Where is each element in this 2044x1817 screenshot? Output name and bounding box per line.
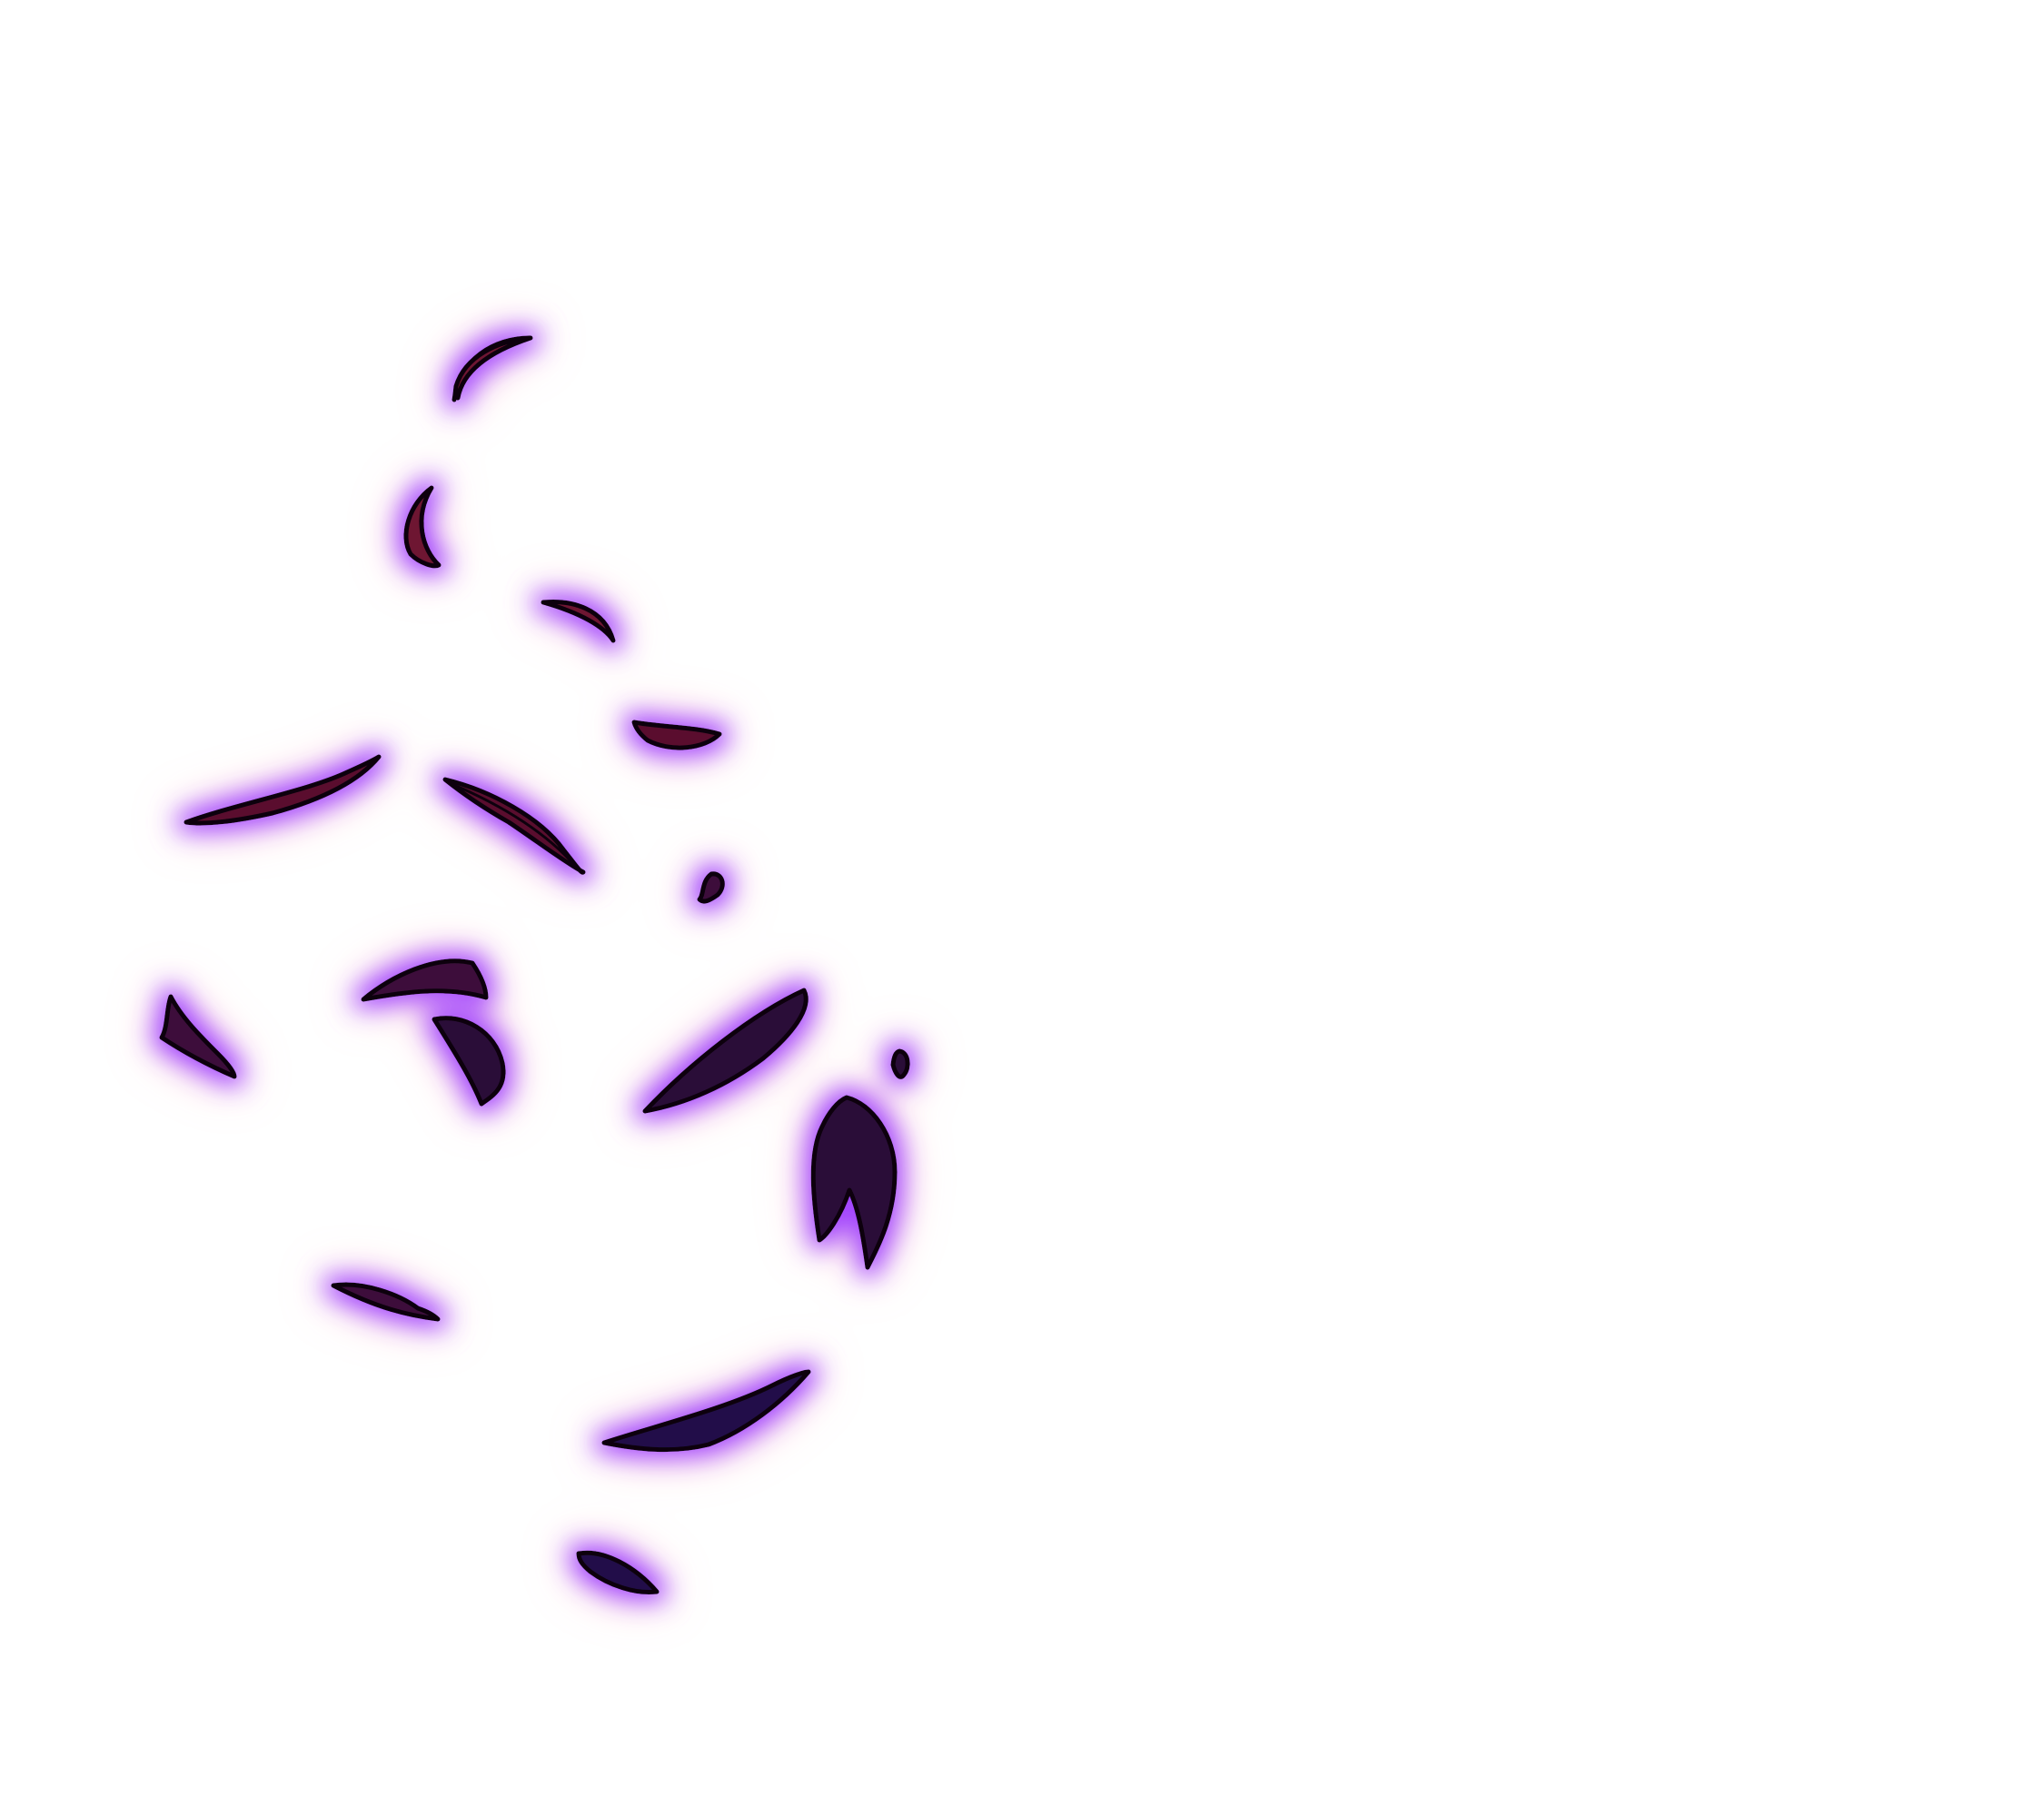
petal	[631, 720, 722, 750]
petal	[159, 994, 237, 1079]
petal	[432, 1016, 506, 1107]
petal	[601, 1369, 811, 1453]
petal	[184, 754, 382, 826]
petal	[576, 1550, 660, 1595]
petal	[890, 1048, 910, 1079]
petal	[403, 485, 442, 569]
petal	[361, 958, 489, 1002]
petal	[697, 871, 725, 904]
petal	[541, 600, 616, 643]
petal	[442, 777, 586, 875]
petal	[331, 1282, 441, 1322]
petal	[452, 335, 533, 401]
petal	[642, 988, 809, 1114]
petal-vein	[448, 781, 579, 869]
petal	[810, 1095, 898, 1270]
